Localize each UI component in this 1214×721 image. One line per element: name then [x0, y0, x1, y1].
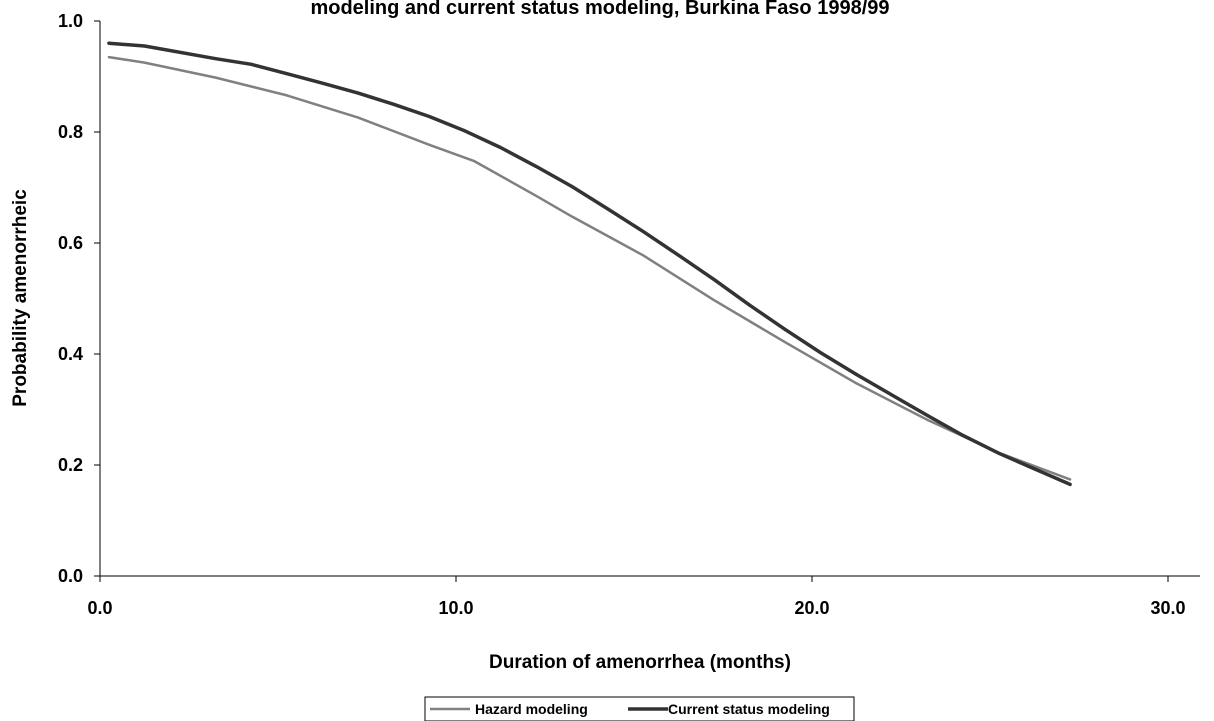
- series-line-hazard-modeling: [107, 55, 1072, 481]
- chart-title: modeling and current status modeling, Bu…: [310, 0, 889, 19]
- y-tick-label: 0.8: [58, 122, 83, 142]
- y-axis-title: Probability amenorrheic: [10, 189, 31, 407]
- y-tick-label: 0.6: [58, 233, 83, 253]
- x-tick-label: 10.0: [438, 598, 473, 618]
- legend-label-current-status-modeling: Current status modeling: [668, 701, 830, 717]
- x-tick-label: 20.0: [794, 598, 829, 618]
- x-axis-title: Duration of amenorrhea (months): [489, 652, 791, 673]
- series-line-current-status-modeling: [107, 41, 1072, 487]
- legend: Hazard modeling Current status modeling: [424, 696, 855, 721]
- y-tick-label: 0.4: [58, 344, 83, 364]
- legend-label-hazard-modeling: Hazard modeling: [475, 701, 588, 717]
- x-tick-label: 0.0: [87, 598, 112, 618]
- x-tick-label: 30.0: [1150, 598, 1185, 618]
- series-layer: [107, 41, 1072, 487]
- y-axis: 0.0 0.2 0.4 0.6 0.8 1.0: [58, 11, 101, 586]
- y-tick-label: 1.0: [58, 11, 83, 31]
- y-tick-label: 0.0: [58, 566, 83, 586]
- x-axis: 0.0 10.0 20.0 30.0: [87, 575, 1200, 618]
- y-tick-label: 0.2: [58, 455, 83, 475]
